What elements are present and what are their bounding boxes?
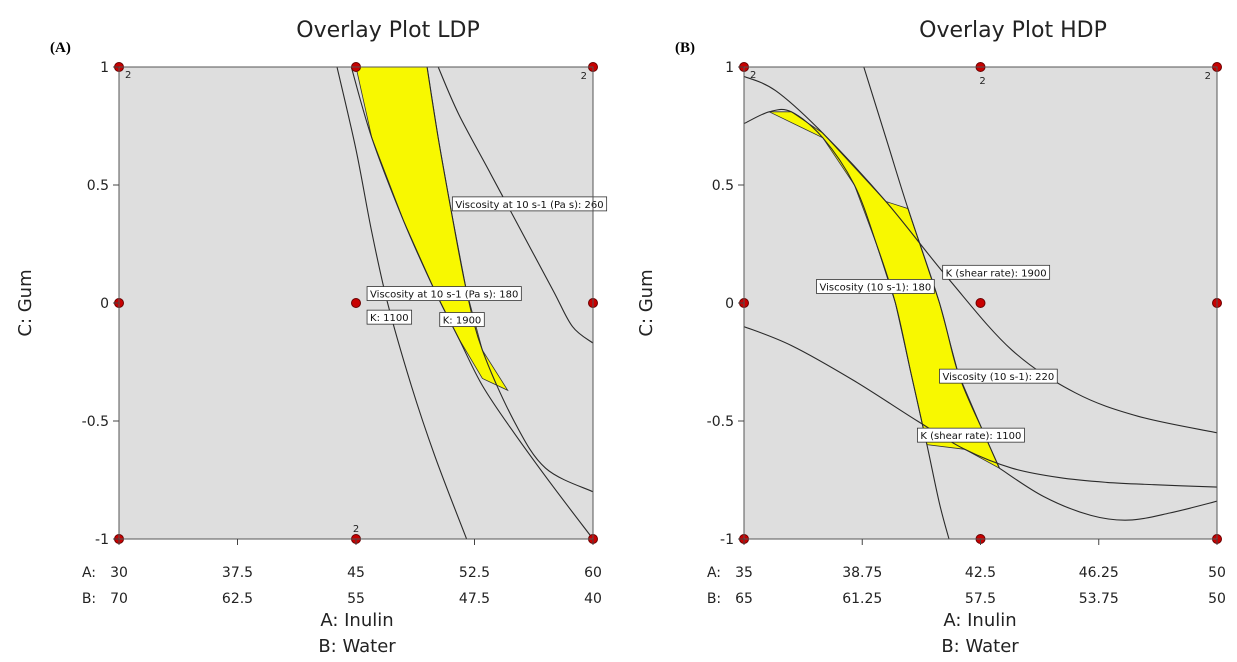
x-axis-label-water: B: Water xyxy=(941,636,1019,657)
contour-label-text: K (shear rate): 1100 xyxy=(920,431,1021,442)
contour-label-text: Viscosity (10 s-1): 180 xyxy=(820,282,932,293)
contour-label-viscosity-at-10-s-1-pa-s-260: Viscosity at 10 s-1 (Pa s): 260 xyxy=(451,196,608,212)
y-tick-label: -1 xyxy=(95,532,109,548)
contour-line-k-1100 xyxy=(336,67,468,539)
design-point xyxy=(975,298,986,308)
contour-label-text: Viscosity at 10 s-1 (Pa s): 180 xyxy=(370,290,518,301)
y-tick-label: 0 xyxy=(100,296,109,312)
design-point xyxy=(351,298,361,308)
design-point-count: 2 xyxy=(979,76,985,87)
contour-label-box xyxy=(366,309,413,325)
y-tick-label: 0.5 xyxy=(712,178,734,194)
chart-title-hdp: Overlay Plot HDP xyxy=(919,18,1107,43)
design-point-count: 2 xyxy=(750,70,756,81)
contour-label-box xyxy=(366,286,522,301)
x-axis-label-inulin: A: Inulin xyxy=(943,610,1016,631)
overlay-plot-hdp: (B) Overlay Plot HDP K (shear rate): 190… xyxy=(636,18,1226,657)
x-tick-label: 61.25 xyxy=(842,591,882,607)
design-point-count: 2 xyxy=(353,524,359,535)
contour-label-k-1900: K: 1900 xyxy=(439,312,485,327)
contour-label-box xyxy=(942,264,1051,280)
x-tick-label: 60 xyxy=(584,565,602,581)
y-axis-label-gum: C: Gum xyxy=(636,269,657,336)
contour-label-k-shear-rate-1100: K (shear rate): 1100 xyxy=(917,427,1025,443)
x-tick-label: 50 xyxy=(1208,591,1226,607)
chart-title-ldp: Overlay Plot LDP xyxy=(296,18,479,43)
y-axis-label-gum: C: Gum xyxy=(15,269,36,336)
contour-label-box xyxy=(451,196,608,212)
x-tick-label: 35 xyxy=(735,565,753,581)
contour-label-box xyxy=(939,368,1058,384)
y-tick-label: 0 xyxy=(725,296,734,312)
contour-label-text: Viscosity at 10 s-1 (Pa s): 260 xyxy=(455,200,603,211)
contour-label-text: K: 1100 xyxy=(370,313,409,324)
contour-line-viscosity-10-s-1-180 xyxy=(744,108,950,539)
design-point-count: 2 xyxy=(581,71,587,82)
x-tick-label: 55 xyxy=(347,591,365,607)
contour-label-viscosity-at-10-s-1-pa-s-180: Viscosity at 10 s-1 (Pa s): 180 xyxy=(366,286,522,301)
x-tick-label: 47.5 xyxy=(459,591,490,607)
contour-line-k-shear-rate-1100 xyxy=(744,326,1217,488)
x-tick-label: 70 xyxy=(110,591,128,607)
design-point-count: 2 xyxy=(125,70,131,81)
contour-label-box xyxy=(439,312,485,327)
x-tick-label: 37.5 xyxy=(222,565,253,581)
panel-label-b: (B) xyxy=(675,40,695,56)
x-tick-label: 52.5 xyxy=(459,565,490,581)
design-point-count: 2 xyxy=(1205,71,1211,82)
x-tick-label: 30 xyxy=(110,565,128,581)
x-tick-label: 45 xyxy=(347,565,365,581)
panel-label-a: (A) xyxy=(50,40,71,56)
contour-label-text: K: 1900 xyxy=(443,316,482,327)
y-tick-label: -0.5 xyxy=(707,414,734,430)
contour-label-text: Viscosity (10 s-1): 220 xyxy=(943,372,1055,383)
contour-label-k-shear-rate-1900: K (shear rate): 1900 xyxy=(942,264,1051,280)
x-axis-prefix: A: xyxy=(707,565,721,581)
y-tick-label: -0.5 xyxy=(82,414,109,430)
x-tick-label: 62.5 xyxy=(222,591,253,607)
x-tick-label: 53.75 xyxy=(1079,591,1119,607)
y-tick-label: 0.5 xyxy=(87,178,109,194)
contour-label-viscosity-10-s-1-180: Viscosity (10 s-1): 180 xyxy=(816,279,935,294)
contour-line-k-1900 xyxy=(426,67,593,493)
x-tick-label: 65 xyxy=(735,591,753,607)
y-tick-label: 1 xyxy=(100,60,109,76)
x-axis-prefix: B: xyxy=(707,591,721,607)
x-tick-label: 38.75 xyxy=(842,565,882,581)
y-tick-label: -1 xyxy=(720,532,734,548)
x-tick-label: 57.5 xyxy=(965,591,996,607)
contour-line-viscosity-at-10-s-1-pa-s-180 xyxy=(350,67,593,539)
contour-line-boundary xyxy=(999,467,1217,521)
x-axis-label-inulin: A: Inulin xyxy=(320,610,393,631)
x-axis-prefix: A: xyxy=(82,565,96,581)
x-tick-label: 42.5 xyxy=(965,565,996,581)
contour-label-box xyxy=(917,427,1025,443)
x-tick-label: 50 xyxy=(1208,565,1226,581)
x-tick-label: 40 xyxy=(584,591,602,607)
overlay-plot-ldp: (A) Overlay Plot LDP Viscosity at 10 s-1… xyxy=(15,18,608,657)
y-tick-label: 1 xyxy=(725,60,734,76)
x-axis-label-water: B: Water xyxy=(318,636,396,657)
contour-label-k-1100: K: 1100 xyxy=(366,309,413,325)
contour-label-box xyxy=(816,279,935,294)
x-axis-prefix: B: xyxy=(82,591,96,607)
contour-label-viscosity-10-s-1-220: Viscosity (10 s-1): 220 xyxy=(939,368,1058,384)
contour-line-viscosity-at-10-s-1-pa-s-260 xyxy=(437,67,593,344)
x-tick-label: 46.25 xyxy=(1079,565,1119,581)
contour-label-text: K (shear rate): 1900 xyxy=(946,268,1047,279)
